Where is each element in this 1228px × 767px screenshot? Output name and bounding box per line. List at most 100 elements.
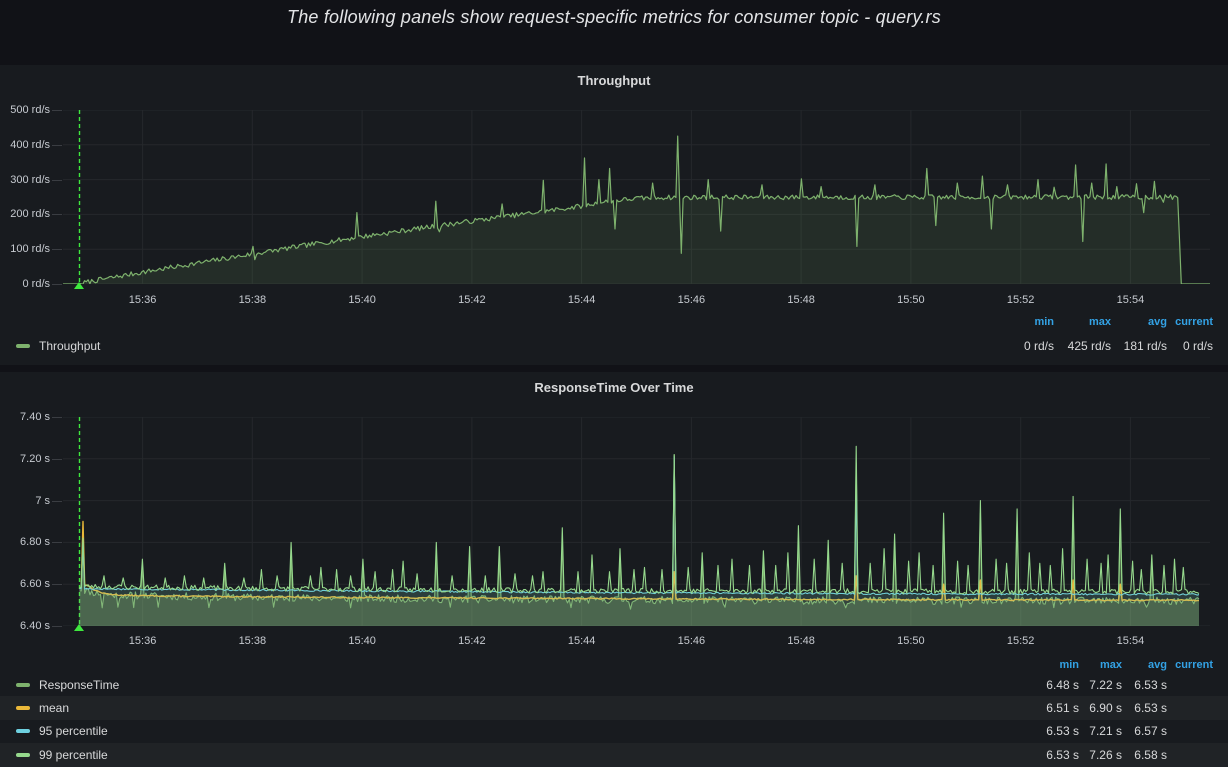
y-axis-tick-label: 6.40 s	[20, 620, 50, 632]
legend-series: Throughput	[16, 339, 994, 353]
y-axis-tick-label: 6.60 s	[20, 578, 50, 591]
x-axis-tick-label: 15:38	[238, 294, 267, 306]
stat-header-min[interactable]: min	[1034, 316, 1054, 328]
y-axis-tick-dash	[52, 584, 62, 586]
legend-stat-values: 0 rd/s 425 rd/s 181 rd/s 0 rd/s	[994, 339, 1213, 353]
x-axis-tick-label: 15:46	[677, 635, 706, 647]
x-axis-tick-label: 15:54	[1116, 294, 1145, 306]
y-axis-tick-dash	[52, 458, 62, 460]
stat-header-current[interactable]: current	[1175, 659, 1213, 671]
y-axis-tick-dash	[52, 500, 62, 502]
stat-header-max[interactable]: max	[1099, 659, 1122, 671]
chart-canvas	[63, 417, 1210, 626]
y-axis-tick-label: 100 rd/s	[10, 243, 50, 256]
stat-header-avg[interactable]: avg	[1148, 659, 1167, 671]
legend-stat-values: 6.48 s 7.22 s 6.53 s	[1029, 678, 1213, 692]
legend-row: Throughput 0 rd/s 425 rd/s 181 rd/s 0 rd/s	[0, 334, 1228, 357]
y-axis-tick-dash	[52, 284, 62, 285]
panel-throughput: Throughput min max avg current Throughput 0 …	[0, 65, 1228, 365]
annotation-marker-icon[interactable]	[74, 624, 85, 631]
x-axis-tick-label: 15:36	[128, 294, 157, 306]
stat-value-max: 7.26 s	[1089, 747, 1122, 762]
stat-value-max: 425 rd/s	[1067, 338, 1111, 353]
x-axis-tick-label: 15:50	[897, 294, 925, 306]
chart-canvas	[63, 110, 1210, 284]
legend-series-name[interactable]: 95 percentile	[39, 724, 108, 739]
legend-row: mean 6.51 s 6.90 s 6.53 s	[0, 696, 1228, 719]
stat-value-current	[1167, 724, 1213, 738]
x-axis-tick-label: 15:42	[458, 294, 486, 306]
legend-row: 99 percentile 6.53 s 7.26 s 6.58 s	[0, 743, 1228, 766]
panel-title-responsetime[interactable]: ResponseTime Over Time	[534, 380, 694, 395]
x-axis-tick-label: 15:44	[567, 635, 596, 647]
panel-title-throughput[interactable]: Throughput	[577, 73, 651, 88]
stat-header-avg[interactable]: avg	[1148, 316, 1167, 328]
legend-swatch[interactable]	[16, 682, 30, 687]
y-axis-tick-label: 500 rd/s	[10, 104, 50, 116]
legend-stat-values: 6.53 s 7.26 s 6.58 s	[1029, 748, 1213, 762]
legend-series-name[interactable]: Throughput	[39, 338, 101, 353]
panel-responsetime: ResponseTime Over Time min max avg current …	[0, 372, 1228, 767]
legend-series: mean	[16, 701, 1029, 715]
y-axis-tick-label: 400 rd/s	[10, 138, 50, 151]
stat-value-current	[1167, 701, 1213, 715]
dashboard-header-text: The following panels show request-specif…	[287, 7, 941, 27]
stat-value-current	[1167, 678, 1213, 692]
stat-value-min: 6.48 s	[1046, 677, 1079, 692]
x-axis-tick-label: 15:40	[348, 635, 376, 647]
stat-value-min: 6.53 s	[1046, 747, 1079, 762]
legend-swatch[interactable]	[16, 729, 30, 734]
x-axis-tick-label: 15:36	[128, 635, 157, 647]
legend-row: 95 percentile 6.53 s 7.21 s 6.57 s	[0, 720, 1228, 743]
stat-value-max: 7.21 s	[1089, 724, 1122, 739]
legend-swatch[interactable]	[16, 343, 30, 348]
legend-series: ResponseTime	[16, 678, 1029, 692]
stat-value-min: 0 rd/s	[1023, 338, 1054, 353]
legend-series-name[interactable]: mean	[39, 701, 70, 716]
stat-value-avg: 6.53 s	[1134, 701, 1167, 716]
legend-stat-headers: min max avg current	[994, 316, 1213, 328]
x-axis-tick-label: 15:38	[238, 635, 267, 647]
legend-series: 95 percentile	[16, 724, 1029, 738]
y-axis-tick-label: 6.80 s	[20, 536, 50, 549]
stat-value-min: 6.51 s	[1046, 701, 1079, 716]
x-axis-tick-label: 15:40	[348, 294, 376, 306]
y-axis-tick-dash	[52, 110, 62, 111]
x-axis-tick-label: 15:54	[1116, 635, 1145, 647]
legend-stat-values: 6.51 s 6.90 s 6.53 s	[1029, 701, 1213, 715]
responsetime-plot-area[interactable]	[63, 417, 1210, 626]
legend-series-name[interactable]: 99 percentile	[39, 747, 108, 762]
x-axis-tick-label: 15:50	[897, 635, 925, 647]
x-axis-tick-label: 15:52	[1006, 635, 1035, 647]
stat-value-current: 0 rd/s	[1182, 338, 1213, 353]
stat-value-avg: 6.53 s	[1134, 677, 1167, 692]
throughput-plot-area[interactable]	[63, 110, 1210, 284]
stat-value-min: 6.53 s	[1046, 724, 1079, 739]
x-axis-tick-label: 15:46	[677, 294, 706, 306]
stat-value-max: 7.22 s	[1089, 677, 1122, 692]
legend-series: 99 percentile	[16, 748, 1029, 762]
y-axis-tick-label: 7 s	[35, 494, 50, 507]
y-axis-tick-dash	[52, 144, 62, 146]
text-panel: The following panels show request-specif…	[0, 0, 1228, 64]
legend-swatch[interactable]	[16, 706, 30, 711]
stat-header-max[interactable]: max	[1088, 316, 1111, 328]
x-axis-tick-label: 15:48	[787, 635, 815, 647]
y-axis-tick-label: 300 rd/s	[10, 173, 50, 186]
x-axis-tick-label: 15:42	[458, 635, 486, 647]
legend-swatch[interactable]	[16, 752, 30, 757]
stat-header-current[interactable]: current	[1175, 316, 1213, 328]
stat-value-avg: 6.57 s	[1134, 724, 1167, 739]
y-axis-tick-label: 200 rd/s	[10, 208, 50, 221]
legend-series-name[interactable]: ResponseTime	[39, 677, 120, 692]
y-axis-tick-dash	[52, 179, 62, 181]
x-axis-tick-label: 15:44	[567, 294, 596, 306]
stat-header-min[interactable]: min	[1059, 659, 1079, 671]
annotation-marker-icon[interactable]	[74, 282, 85, 289]
y-axis-tick-dash	[52, 214, 62, 216]
y-axis-tick-dash	[52, 417, 62, 418]
legend-row: ResponseTime 6.48 s 7.22 s 6.53 s	[0, 673, 1228, 696]
x-axis-tick-label: 15:52	[1006, 294, 1035, 306]
y-axis-tick-label: 7.20 s	[20, 452, 50, 465]
